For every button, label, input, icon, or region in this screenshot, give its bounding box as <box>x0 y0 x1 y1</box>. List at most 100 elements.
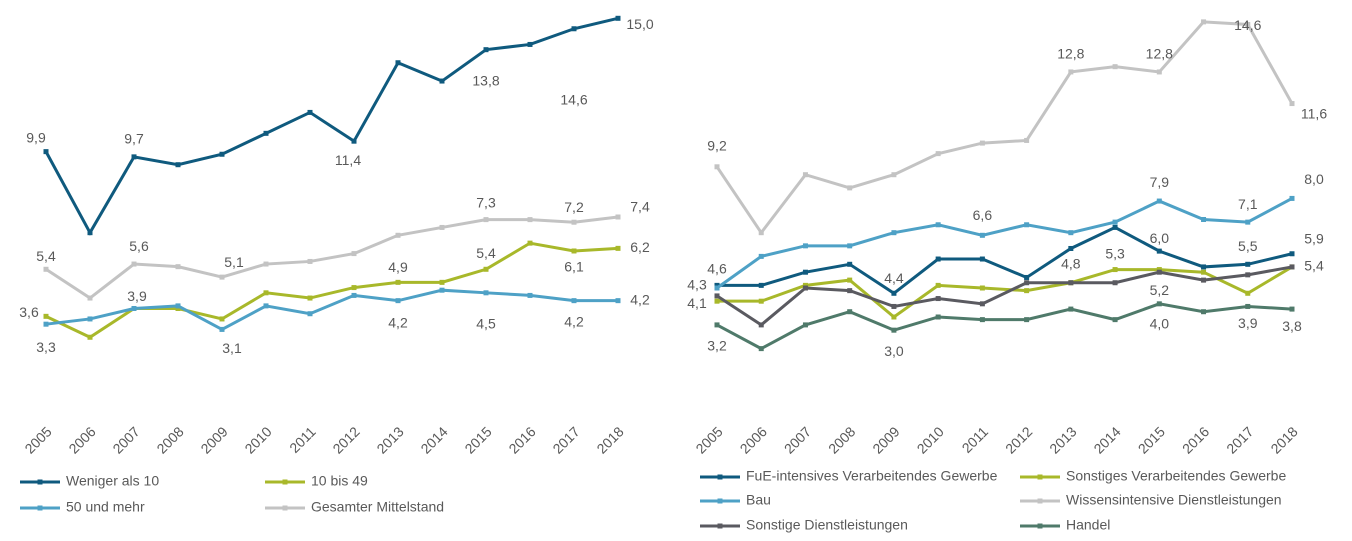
marker <box>802 322 808 328</box>
marker <box>307 109 313 115</box>
data-label: 6,2 <box>630 239 650 255</box>
marker <box>1068 245 1074 251</box>
data-label: 7,1 <box>1238 196 1258 212</box>
x-tick-label: 2015 <box>1135 423 1168 456</box>
marker <box>714 282 720 288</box>
marker <box>1245 272 1251 278</box>
marker <box>527 41 533 47</box>
x-tick-label: 2018 <box>593 423 626 456</box>
x-tick-label: 2007 <box>109 423 142 456</box>
legend-label: Sonstige Dienstleistungen <box>746 517 908 533</box>
data-label: 4,5 <box>476 316 496 332</box>
marker <box>571 26 577 32</box>
data-label: 4,9 <box>388 259 408 275</box>
marker <box>1201 277 1207 283</box>
data-label: 6,1 <box>564 259 584 275</box>
legend-marker <box>1037 498 1043 504</box>
marker <box>1289 264 1295 270</box>
marker <box>891 303 897 309</box>
marker <box>758 322 764 328</box>
marker <box>219 274 225 280</box>
marker <box>1068 230 1074 236</box>
data-label: 5,1 <box>224 254 244 270</box>
data-label: 7,2 <box>564 199 584 215</box>
marker <box>307 258 313 264</box>
marker <box>1112 219 1118 225</box>
data-label: 4,0 <box>1150 316 1170 332</box>
x-tick-label: 2009 <box>869 423 902 456</box>
marker <box>483 290 489 296</box>
marker <box>1201 269 1207 275</box>
marker <box>935 296 941 302</box>
x-tick-label: 2005 <box>692 423 725 456</box>
marker <box>43 149 49 155</box>
x-tick-label: 2005 <box>21 423 54 456</box>
marker <box>802 243 808 249</box>
data-label: 6,0 <box>1150 230 1170 246</box>
data-label: 3,6 <box>19 304 39 320</box>
line <box>45 288 618 332</box>
marker <box>1245 303 1251 309</box>
data-label: 7,3 <box>476 194 496 210</box>
marker <box>1024 222 1030 228</box>
marker <box>263 290 269 296</box>
marker <box>979 285 985 291</box>
data-label: 4,1 <box>687 295 707 311</box>
marker <box>847 243 853 249</box>
legend-label: Handel <box>1066 517 1110 533</box>
data-label: 9,9 <box>26 129 46 145</box>
data-label: 3,1 <box>222 340 242 356</box>
line <box>45 215 619 300</box>
data-label: 4,2 <box>564 313 584 329</box>
x-tick-label: 2017 <box>549 423 582 456</box>
data-label: 7,4 <box>630 199 650 215</box>
data-label: 5,4 <box>36 248 56 264</box>
x-tick-label: 2009 <box>197 423 230 456</box>
marker <box>1201 216 1207 222</box>
marker <box>1112 267 1118 273</box>
marker <box>87 230 93 236</box>
legend-marker <box>282 479 288 485</box>
marker <box>1024 137 1030 143</box>
x-tick-label: 2014 <box>417 423 450 456</box>
legend-label: Wissensintensive Dienstleistungen <box>1066 492 1282 508</box>
x-tick-label: 2010 <box>914 423 947 456</box>
data-label: 9,7 <box>124 131 144 147</box>
marker <box>979 232 985 238</box>
marker <box>979 140 985 146</box>
marker <box>758 253 764 259</box>
x-tick-label: 2010 <box>241 423 274 456</box>
marker <box>439 287 445 293</box>
marker <box>758 346 764 352</box>
data-label: 4,2 <box>630 291 650 307</box>
marker <box>1024 288 1030 294</box>
marker <box>219 316 225 322</box>
marker <box>979 256 985 262</box>
data-label: 4,4 <box>884 270 904 286</box>
marker <box>351 251 357 257</box>
x-tick-label: 2006 <box>65 423 98 456</box>
line <box>716 302 1293 351</box>
marker <box>979 301 985 307</box>
marker <box>527 292 533 298</box>
marker <box>219 151 225 157</box>
marker <box>131 154 137 160</box>
line <box>716 265 1293 327</box>
x-tick-label: 2012 <box>329 423 362 456</box>
marker <box>131 261 137 267</box>
legend-marker <box>717 474 723 480</box>
marker <box>1201 309 1207 315</box>
x-tick-label: 2007 <box>781 423 814 456</box>
legend-marker <box>37 505 43 511</box>
data-label: 4,2 <box>388 314 408 330</box>
marker <box>175 305 181 311</box>
data-label: 4,6 <box>707 261 727 277</box>
data-label: 7,9 <box>1150 174 1170 190</box>
marker <box>891 327 897 333</box>
marker <box>891 290 897 296</box>
marker <box>615 214 621 220</box>
marker <box>527 240 533 246</box>
data-label: 14,6 <box>1234 17 1261 33</box>
marker <box>1112 64 1118 70</box>
